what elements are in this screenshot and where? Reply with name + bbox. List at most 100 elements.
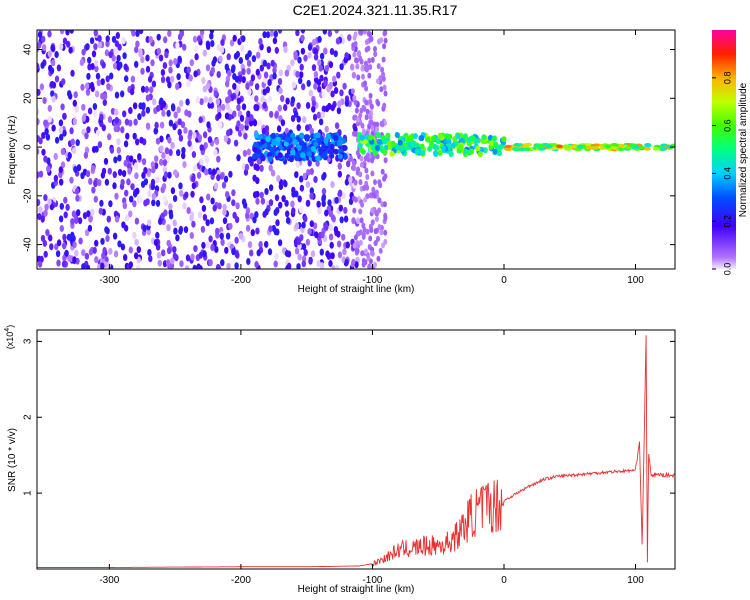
- heatmap-cell: [352, 95, 357, 101]
- heatmap-cell: [249, 159, 254, 167]
- heatmap-cell: [92, 103, 98, 110]
- heatmap-cell: [666, 144, 674, 149]
- heatmap-cell: [313, 176, 318, 183]
- heatmap-cell: [280, 119, 286, 127]
- heatmap-cell: [304, 134, 311, 141]
- heatmap-cell: [364, 46, 369, 53]
- heatmap-cell: [309, 127, 314, 135]
- heatmap-cell: [343, 215, 349, 223]
- heatmap-cell: [140, 85, 146, 93]
- heatmap-cell: [88, 215, 93, 223]
- heatmap-cell: [260, 197, 266, 205]
- heatmap-cell: [249, 249, 254, 257]
- heatmap-cell: [91, 164, 96, 172]
- heatmap-cell: [131, 30, 136, 37]
- heatmap-cell: [111, 54, 116, 62]
- heatmap-cell: [545, 144, 553, 149]
- colorbar-gradient: [712, 30, 736, 269]
- heatmap-cell: [369, 227, 374, 233]
- heatmap-cell: [341, 233, 346, 241]
- heatmap-cell: [145, 94, 151, 102]
- heatmap-cell: [113, 62, 118, 70]
- heatmap-cell: [156, 104, 161, 112]
- heatmap-cell: [173, 227, 178, 235]
- heatmap-cell: [370, 56, 375, 63]
- heatmap-cell: [104, 178, 110, 186]
- heatmap-cell: [88, 177, 93, 185]
- heatmap-cell: [124, 189, 129, 197]
- heatmap-cell: [344, 52, 349, 60]
- heatmap-cell: [245, 224, 251, 232]
- heatmap-cell: [284, 69, 290, 77]
- heatmap-cell: [399, 145, 405, 152]
- heatmap-cell: [337, 251, 343, 259]
- heatmap-cell: [240, 45, 245, 53]
- heatmap-cell: [198, 116, 203, 124]
- heatmap-cell: [156, 47, 162, 55]
- heatmap-cell: [278, 87, 283, 95]
- heatmap-cell: [147, 219, 152, 227]
- heatmap-cell: [202, 49, 207, 57]
- heatmap-cell: [269, 30, 274, 37]
- heatmap-cell: [353, 99, 358, 106]
- heatmap-cell: [501, 136, 507, 143]
- heatmap-cell: [293, 50, 298, 58]
- heatmap-cell: [221, 181, 227, 189]
- heatmap-cell: [329, 143, 335, 150]
- heatmap-cell: [89, 81, 95, 89]
- heatmap-cell: [299, 63, 304, 71]
- heatmap-cell: [258, 241, 263, 248]
- heatmap-cell: [41, 35, 46, 43]
- heatmap-cell: [253, 104, 258, 111]
- heatmap-cell: [81, 48, 86, 56]
- heatmap-cell: [354, 107, 359, 114]
- heatmap-cell: [86, 72, 91, 80]
- heatmap-cell: [112, 182, 117, 190]
- heatmap-cell: [382, 201, 387, 208]
- heatmap-cell: [97, 179, 102, 187]
- heatmap-cell: [177, 55, 182, 63]
- heatmap-cell: [216, 155, 221, 163]
- heatmap-cell: [198, 265, 203, 269]
- heatmap-cell: [90, 63, 95, 70]
- heatmap-cell: [199, 158, 204, 166]
- heatmap-cell: [145, 122, 151, 130]
- heatmap-cell: [232, 34, 237, 42]
- heatmap-cell: [311, 105, 316, 113]
- heatmap-cell: [203, 96, 208, 104]
- heatmap-cell: [175, 42, 180, 49]
- heatmap-cell: [433, 151, 439, 157]
- heatmap-cell: [183, 226, 189, 234]
- heatmap-cell: [344, 259, 349, 266]
- heatmap-cell: [344, 178, 350, 186]
- heatmap-cell: [216, 106, 222, 114]
- heatmap-cell: [365, 174, 370, 180]
- heatmap-cell: [294, 222, 300, 230]
- heatmap-cell: [155, 199, 161, 207]
- heatmap-cell: [168, 119, 174, 127]
- heatmap-cell: [498, 144, 504, 151]
- heatmap-cell: [178, 134, 184, 142]
- heatmap-cell: [294, 247, 300, 255]
- heatmap-cell: [297, 195, 302, 203]
- heatmap-cell: [170, 257, 175, 265]
- heatmap-cell: [336, 107, 342, 115]
- heatmap-cell: [394, 132, 400, 138]
- heatmap-cell: [181, 146, 186, 154]
- heatmap-cell: [311, 38, 317, 46]
- heatmap-cell: [175, 234, 180, 242]
- heatmap-cell: [66, 233, 72, 241]
- heatmap-cell: [128, 107, 133, 114]
- heatmap-cell: [172, 252, 178, 260]
- heatmap-cell: [232, 110, 237, 118]
- heatmap-cell: [361, 73, 365, 80]
- heatmap-cell: [38, 137, 43, 145]
- heatmap-cell: [117, 240, 122, 248]
- heatmap-cell: [377, 139, 383, 146]
- heatmap-cell: [319, 248, 324, 256]
- heatmap-cell: [312, 222, 318, 230]
- heatmap-cell: [62, 112, 67, 120]
- heatmap-cell: [328, 260, 333, 267]
- heatmap-cell: [299, 139, 305, 146]
- heatmap-cell: [368, 265, 373, 269]
